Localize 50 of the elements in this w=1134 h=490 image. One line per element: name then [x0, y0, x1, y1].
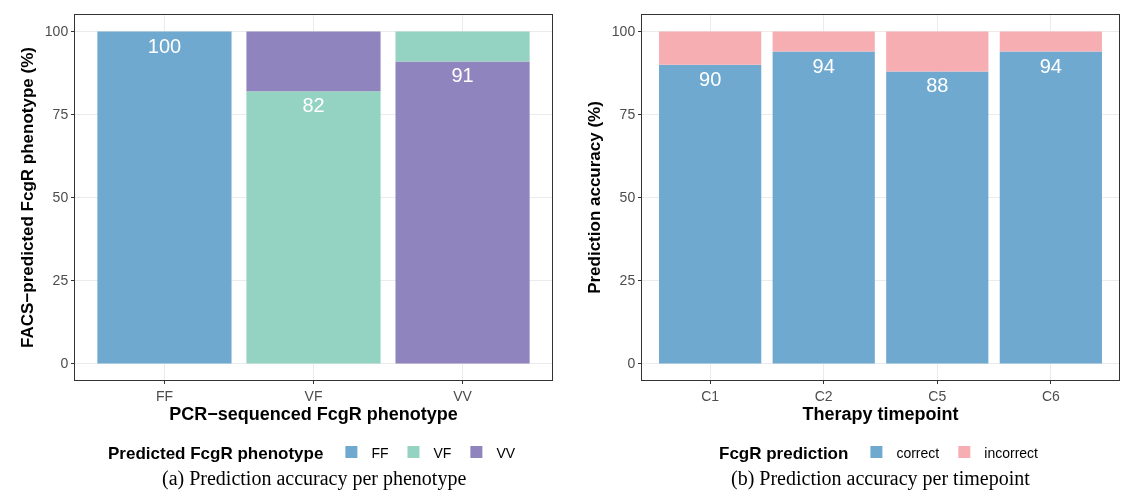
legend-label: VV — [496, 444, 516, 461]
bar — [659, 64, 762, 364]
y-tick-label: 75 — [619, 106, 636, 123]
bar — [999, 51, 1102, 364]
bar — [772, 51, 875, 364]
text: (a) Prediction accuracy per phenotype — [162, 467, 467, 490]
x-axis-title: Therapy timepoint — [802, 403, 959, 424]
data-label: 90 — [699, 67, 722, 90]
y-tick-label: 75 — [52, 106, 69, 123]
bar — [395, 31, 530, 62]
bar — [886, 31, 989, 72]
y-tick-label: 100 — [611, 23, 636, 40]
text: (b) Prediction accuracy per timepoint — [731, 467, 1031, 490]
bar — [886, 71, 989, 364]
legend-title: Predicted FcgR phenotype — [108, 443, 324, 463]
data-label: 100 — [147, 34, 182, 57]
x-tick-label: C1 — [701, 387, 720, 404]
y-axis-title: FACS−predicted FcgR phenotype (%) — [18, 47, 38, 348]
x-tick-label: FF — [155, 387, 173, 404]
y-tick-label: 0 — [627, 355, 636, 372]
data-label: 94 — [1039, 54, 1062, 77]
x-tick-label: VF — [304, 387, 323, 404]
bar — [999, 31, 1102, 52]
data-label: 82 — [302, 94, 325, 117]
bar — [97, 31, 232, 364]
y-tick-label: 0 — [60, 355, 69, 372]
y-tick-label: 100 — [44, 23, 69, 40]
x-tick-label: C6 — [1041, 387, 1061, 404]
legend-label: incorrect — [984, 444, 1039, 461]
x-tick-label: VV — [453, 387, 473, 404]
legend-label: VF — [433, 444, 452, 461]
legend-label: correct — [896, 444, 940, 461]
x-tick-label: C2 — [814, 387, 833, 404]
bar — [246, 91, 381, 364]
data-label: 91 — [451, 64, 474, 87]
y-tick-label: 50 — [619, 189, 636, 206]
x-tick-label: C5 — [928, 387, 947, 404]
legend-label: FF — [371, 444, 389, 461]
y-tick-label: 50 — [52, 189, 69, 206]
data-label: 88 — [926, 74, 949, 97]
bar — [659, 31, 762, 65]
y-tick-label: 25 — [52, 272, 69, 289]
bar — [246, 31, 381, 92]
legend-title: FcgR prediction — [719, 443, 849, 463]
bar — [395, 61, 530, 364]
data-label: 94 — [812, 54, 835, 77]
y-axis-title: Prediction accuracy (%) — [585, 101, 605, 294]
x-axis-title: PCR−sequenced FcgR phenotype — [169, 403, 458, 424]
y-tick-label: 25 — [619, 272, 636, 289]
bar — [772, 31, 875, 52]
